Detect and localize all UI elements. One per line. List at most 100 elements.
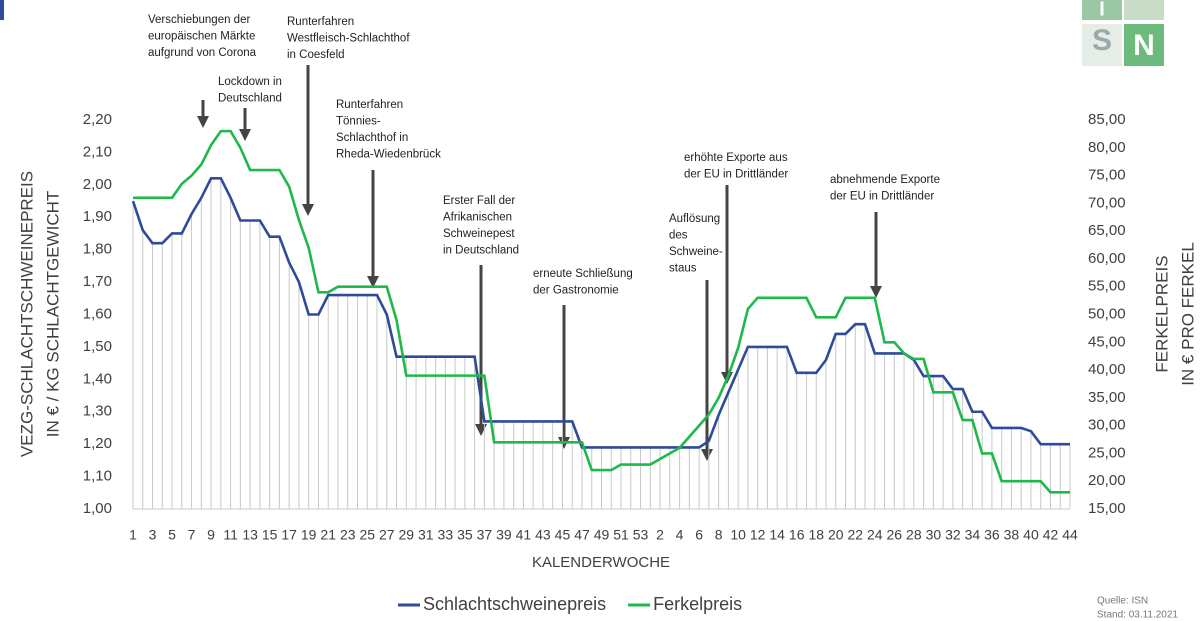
x-tick-label: 37: [477, 527, 493, 543]
x-tick-label: 20: [828, 527, 844, 543]
annotation: in Deutschland: [443, 245, 519, 257]
y2-axis-label: FERKELPREIS IN € PRO FERKEL: [1152, 242, 1197, 386]
x-tick-label: 15: [262, 527, 278, 543]
arrows: [197, 65, 882, 461]
y2-tick-label: 85,00: [1088, 111, 1126, 128]
annotation: Lockdown in: [218, 76, 282, 88]
annotation: Tönnies-: [336, 116, 381, 128]
y-tick-label: 1,50: [83, 338, 112, 355]
x-tick-label: 16: [789, 527, 805, 543]
x-tick-label: 39: [496, 527, 512, 543]
annotation: in Coesfeld: [287, 49, 345, 61]
x-tick-label: 23: [340, 527, 356, 543]
y-tick-label: 1,10: [83, 468, 112, 485]
x-tick-label: 25: [359, 527, 375, 543]
x-tick-label: 17: [281, 527, 297, 543]
x-tick-label: 45: [555, 527, 571, 543]
legend-label: Schlachtschweinepreis: [423, 594, 606, 614]
y-axis-label: VEZG-SCHLACHTSCHWEINEPREIS IN € / KG SCHL…: [17, 171, 62, 457]
y-tick-label: 1,30: [83, 403, 112, 420]
x-tick-label: 27: [379, 527, 395, 543]
x-tick-label: 12: [750, 527, 766, 543]
y-tick-label: 1,60: [83, 305, 112, 322]
annotation: Westfleisch-Schlachthof: [287, 33, 410, 45]
annotation: staus: [669, 263, 697, 275]
series-line: [133, 129, 1070, 494]
logo-letter: S: [1092, 24, 1112, 57]
x-tick-label: 31: [418, 527, 434, 543]
x-tick-label: 53: [633, 527, 649, 543]
y2-tick-label: 75,00: [1088, 167, 1126, 184]
source: Stand: 03.11.2021: [1097, 610, 1178, 621]
x-tick-label: 13: [242, 527, 258, 543]
y2-tick-label: 40,00: [1088, 361, 1126, 378]
annotation: abnehmende Exporte: [830, 174, 940, 186]
annotation: Runterfahren: [336, 99, 403, 111]
annotation: der EU in Drittländer: [830, 191, 934, 203]
y2-tick-label: 50,00: [1088, 305, 1126, 322]
logo-letter: N: [1133, 29, 1155, 62]
x-tick-label: 41: [516, 527, 532, 543]
x-tick-label: 24: [867, 527, 883, 543]
x-tick-label: 2: [656, 527, 664, 543]
x-tick-label: 19: [301, 527, 317, 543]
x-tick-label: 30: [926, 527, 942, 543]
x-tick-label: 4: [676, 527, 684, 543]
annotation: Schlachthof in: [336, 132, 408, 144]
corner-bar: [0, 0, 4, 20]
x-tick-label: 44: [1062, 527, 1078, 543]
x-axis-label: KALENDERWOCHE: [532, 554, 670, 571]
annotation: Runterfahren: [287, 16, 354, 28]
x-tick-label: 28: [906, 527, 922, 543]
x-tick-label: 6: [695, 527, 703, 543]
y2-tick-label: 80,00: [1088, 139, 1126, 156]
x-tick-label: 8: [715, 527, 723, 543]
x-tick-label: 3: [149, 527, 157, 543]
y2-tick-label: 20,00: [1088, 472, 1126, 489]
x-tick-label: 7: [188, 527, 196, 543]
annotation: erhöhte Exporte aus: [684, 152, 788, 164]
x-tick-label: 26: [887, 527, 903, 543]
x-tick-label: 35: [457, 527, 473, 543]
y-axis-label-line: VEZG-SCHLACHTSCHWEINEPREIS: [17, 171, 36, 457]
y2-tick-label: 60,00: [1088, 250, 1126, 267]
y-tick-label: 1,00: [83, 500, 112, 517]
y2-axis-label-line: FERKELPREIS: [1152, 255, 1171, 372]
annotation: der Gastronomie: [533, 285, 619, 297]
x-tick-label: 29: [399, 527, 415, 543]
x-tick-label: 36: [984, 527, 1000, 543]
y2-tick-label: 45,00: [1088, 333, 1126, 350]
x-tick-label: 40: [1023, 527, 1039, 543]
x-tick-label: 43: [535, 527, 551, 543]
x-tick-label: 22: [847, 527, 863, 543]
y2-tick-label: 30,00: [1088, 417, 1126, 434]
y2-tick-label: 25,00: [1088, 444, 1126, 461]
y-tick-label: 2,00: [83, 176, 112, 193]
y-tick-label: 1,80: [83, 241, 112, 258]
annotation: des: [669, 230, 688, 242]
legend-label: Ferkelpreis: [653, 594, 742, 614]
x-tick-label: 10: [730, 527, 746, 543]
y-tick-label: 1,40: [83, 370, 112, 387]
logo: I S N: [1082, 0, 1164, 66]
x-tick-label: 51: [613, 527, 629, 543]
annotation: aufgrund von Corona: [148, 47, 257, 59]
x-tick-label: 47: [574, 527, 590, 543]
annotation: Rheda-Wiedenbrück: [336, 149, 441, 161]
y2-tick-label: 15,00: [1088, 500, 1126, 517]
x-tick-label: 9: [207, 527, 215, 543]
y2-axis-label-line: IN € PRO FERKEL: [1178, 242, 1197, 386]
series-line: [131, 177, 1070, 449]
x-tick-label: 5: [168, 527, 176, 543]
x-tick-label: 18: [808, 527, 824, 543]
x-tick-label: 34: [965, 527, 981, 543]
annotation: der EU in Drittländer: [684, 169, 788, 181]
x-tick-label: 14: [769, 527, 785, 543]
y-tick-label: 1,20: [83, 435, 112, 452]
annotation: Deutschland: [218, 93, 282, 105]
y-tick-label: 1,70: [83, 273, 112, 290]
y-tick-label: 2,10: [83, 143, 112, 160]
x-tick-label: 38: [1004, 527, 1020, 543]
annotation: Auflösung: [669, 213, 720, 225]
